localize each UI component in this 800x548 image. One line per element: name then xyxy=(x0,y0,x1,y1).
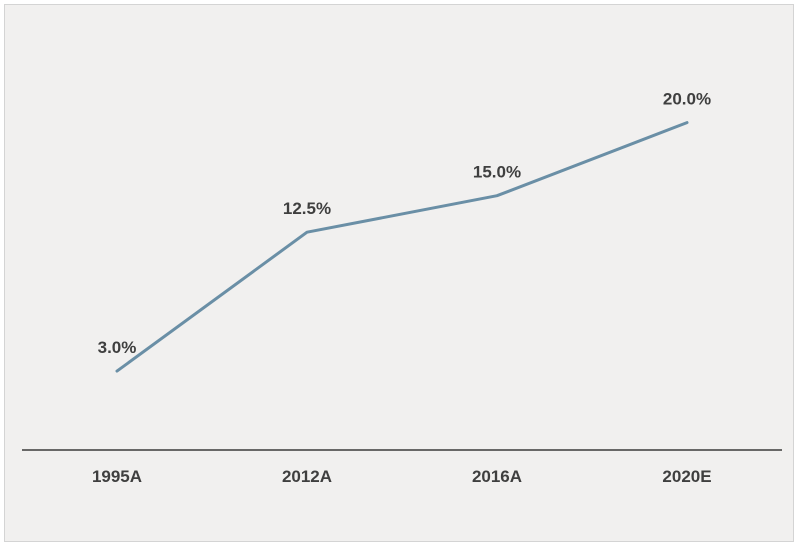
series-line xyxy=(115,121,689,373)
data-label: 20.0% xyxy=(663,90,711,109)
data-label: 3.0% xyxy=(98,338,137,357)
x-tick-label: 2016A xyxy=(472,467,522,486)
x-tick-label: 1995A xyxy=(92,467,142,486)
chart-frame xyxy=(4,4,794,542)
x-tick-label: 2012A xyxy=(282,467,332,486)
x-tick-label: 2020E xyxy=(662,467,711,486)
data-label: 15.0% xyxy=(473,163,521,182)
data-label: 12.5% xyxy=(283,199,331,218)
